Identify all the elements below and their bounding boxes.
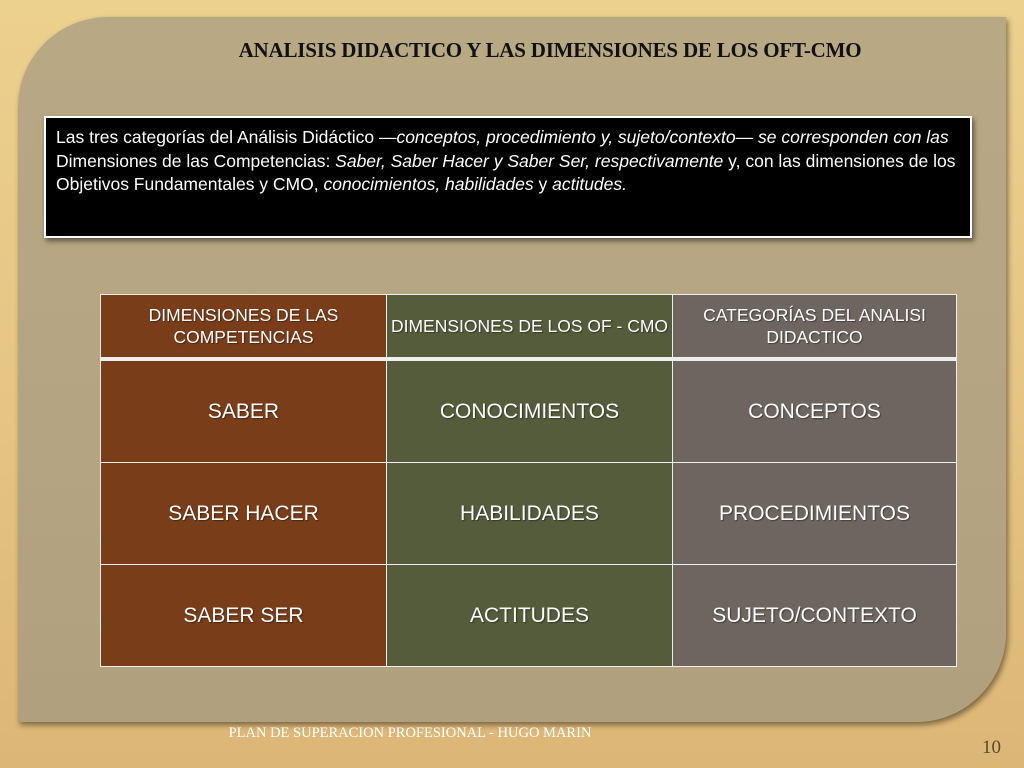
summary-text: y bbox=[533, 174, 553, 194]
summary-text-italic: actitudes. bbox=[552, 174, 627, 194]
slide-footer: PLAN DE SUPERACION PROFESIONAL - HUGO MA… bbox=[228, 725, 592, 741]
summary-text-italic: Saber, Saber Hacer y Saber Ser, respecti… bbox=[335, 150, 724, 171]
table-cell: SABER bbox=[100, 358, 387, 463]
table-cell: SABER HACER bbox=[100, 462, 387, 565]
page-number: 10 bbox=[982, 737, 1001, 758]
dimensions-table: DIMENSIONES DE LAS COMPETENCIAS DIMENSIO… bbox=[100, 294, 957, 667]
summary-text-italic: conceptos, procedimiento y, sujeto/conte… bbox=[396, 127, 949, 147]
table-cell: SABER SER bbox=[100, 564, 387, 667]
table-row: SABER HACER HABILIDADES PROCEDIMIENTOS bbox=[100, 462, 957, 565]
table-row: SABER CONOCIMIENTOS CONCEPTOS bbox=[100, 358, 957, 463]
table-cell: CONOCIMIENTOS bbox=[386, 358, 673, 463]
header-competencias: DIMENSIONES DE LAS COMPETENCIAS bbox=[100, 294, 387, 361]
summary-text-italic: conocimientos, habilidades bbox=[323, 174, 534, 194]
table-header-row: DIMENSIONES DE LAS COMPETENCIAS DIMENSIO… bbox=[100, 294, 957, 361]
summary-textbox: Las tres categorías del Análisis Didácti… bbox=[44, 116, 972, 238]
header-of-cmo: DIMENSIONES DE LOS OF - CMO bbox=[386, 294, 673, 361]
table-cell: PROCEDIMIENTOS bbox=[672, 462, 957, 565]
slide-title: ANALISIS DIDACTICO Y LAS DIMENSIONES DE … bbox=[238, 38, 862, 62]
summary-text: Las tres categorías del Análisis Didácti… bbox=[56, 127, 397, 147]
table-cell: ACTITUDES bbox=[386, 564, 673, 667]
summary-text: Dimensiones de las Competencias: bbox=[56, 150, 336, 171]
summary-text: y, con las dimensiones de los Objetivos … bbox=[56, 150, 956, 195]
table-cell: SUJETO/CONTEXTO bbox=[672, 564, 957, 667]
header-categorias: CATEGORÍAS DEL ANALISI DIDACTICO bbox=[672, 294, 957, 361]
table-row: SABER SER ACTITUDES SUJETO/CONTEXTO bbox=[100, 564, 957, 667]
table-cell: CONCEPTOS bbox=[672, 358, 957, 463]
table-cell: HABILIDADES bbox=[386, 462, 673, 565]
